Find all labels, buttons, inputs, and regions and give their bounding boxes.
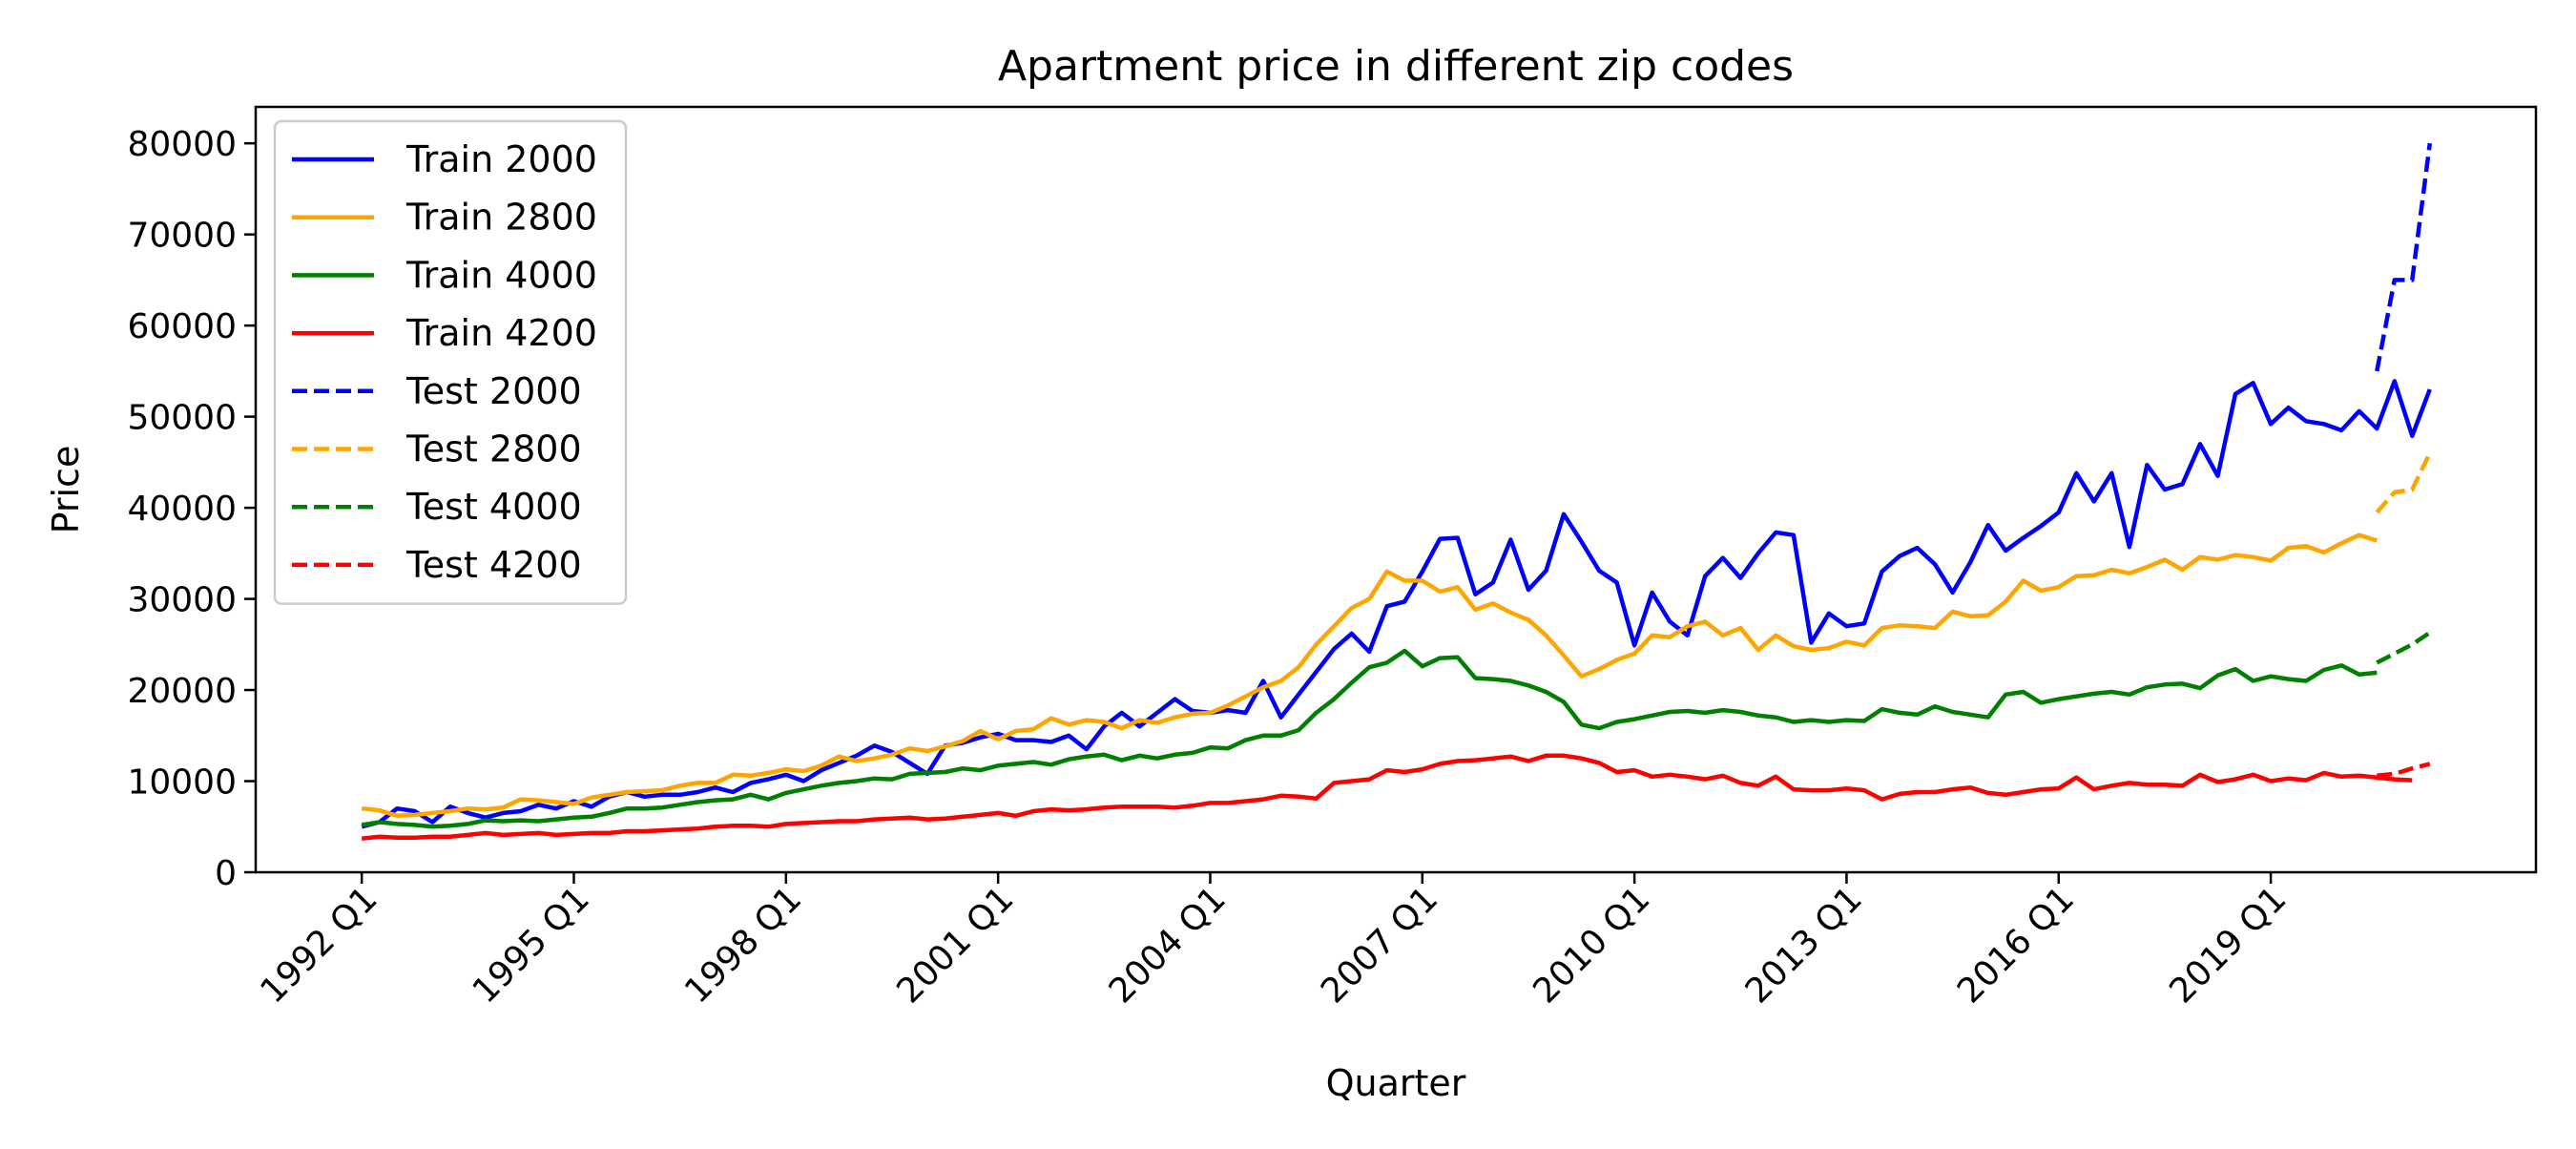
legend-label: Test 2000: [405, 370, 582, 412]
y-tick-label: 80000: [127, 125, 237, 164]
y-tick-label: 50000: [127, 399, 237, 438]
series-line-test-4200: [2377, 762, 2431, 779]
y-tick-label: 60000: [127, 307, 237, 346]
legend-label: Test 4200: [405, 544, 582, 586]
series-line-train-4200: [361, 753, 2413, 841]
y-tick-label: 30000: [127, 581, 237, 620]
y-axis-label: Price: [45, 446, 87, 534]
series-line-test-2000: [2375, 142, 2433, 372]
y-tick-label: 40000: [127, 490, 237, 529]
legend-label: Train 4000: [405, 254, 597, 296]
legend: Train 2000 Train 2800 Train 4000 Train 4200…: [273, 119, 628, 605]
series-line-train-2000: [361, 379, 2432, 829]
legend-label: Test 2800: [405, 428, 582, 470]
legend-label: Test 4000: [405, 486, 582, 528]
y-tick-label: 70000: [127, 217, 237, 256]
series-line-test-2800: [2375, 451, 2432, 514]
chart-title: Apartment price in different zip codes: [998, 42, 1794, 91]
plot-area-frame: [254, 105, 2538, 874]
legend-box: [273, 119, 628, 605]
y-tick-label: 10000: [127, 763, 237, 803]
series-line-test-4000: [2376, 631, 2432, 665]
series-line-train-4000: [361, 648, 2378, 829]
series-line-train-2800: [361, 533, 2378, 819]
legend-label: Train 2000: [405, 138, 597, 180]
legend-label: Train 4200: [405, 312, 597, 354]
y-tick-label: 20000: [127, 672, 237, 711]
x-axis-label: Quarter: [1326, 1062, 1466, 1104]
legend-label: Train 2800: [405, 197, 597, 239]
y-tick-label: 0: [215, 854, 237, 893]
